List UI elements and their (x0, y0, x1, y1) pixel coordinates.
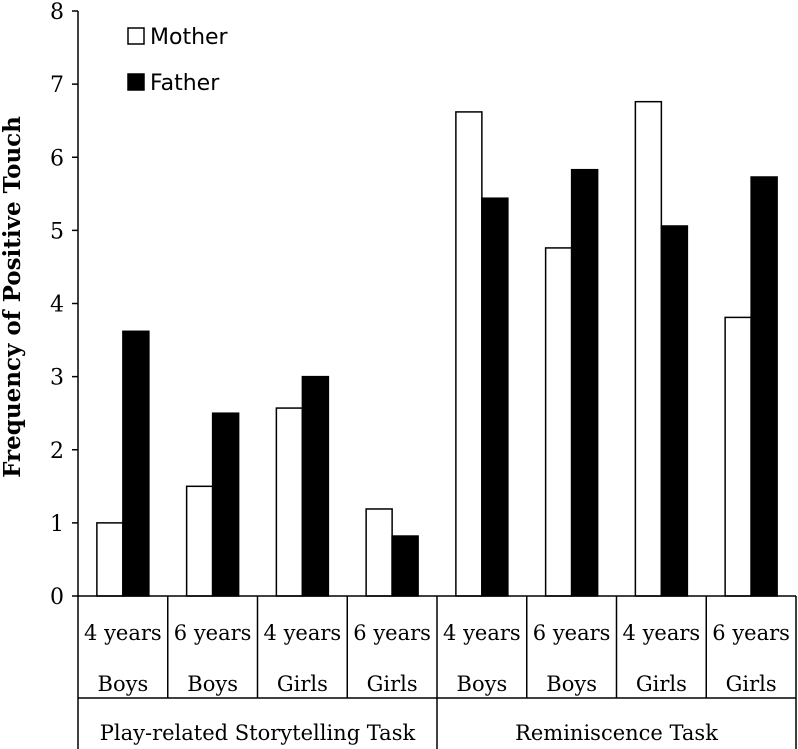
y-tick-label: 3 (50, 366, 64, 391)
bar-father (391, 535, 419, 597)
y-tick-label: 0 (50, 585, 64, 610)
y-tick-label: 2 (50, 439, 64, 464)
bar-father (211, 412, 240, 597)
bar-mother (185, 485, 214, 597)
y-tick-label: 6 (50, 146, 64, 171)
bar-father (301, 375, 330, 597)
category-age-label: 6 years (174, 621, 252, 645)
category-gender-label: Girls (726, 672, 777, 696)
category-age-label: 4 years (84, 621, 162, 645)
bar-father (570, 168, 599, 597)
bar-father (750, 176, 778, 597)
bar-mother (455, 111, 483, 597)
legend-label: Mother (150, 25, 229, 50)
bar-father (122, 330, 150, 597)
category-gender-label: Girls (636, 672, 687, 696)
category-gender-label: Boys (546, 672, 597, 696)
category-table: 4 years Boys 6 years Boys 4 years Girls 6 year… (77, 595, 797, 749)
y-tick-label: 7 (50, 73, 64, 98)
category-gender-label: Boys (98, 672, 149, 696)
y-axis: 0 1 2 3 4 5 6 7 8 (50, 0, 79, 610)
legend-swatch-mother (127, 27, 145, 45)
bar-mother (634, 100, 663, 597)
category-gender-label: Boys (457, 672, 508, 696)
bar-mother (275, 407, 304, 597)
y-tick-label: 5 (50, 219, 64, 244)
y-tick-label: 1 (50, 512, 64, 537)
category-age-label: 4 years (623, 621, 701, 645)
category-age-label: 4 years (443, 621, 521, 645)
y-tick-label: 8 (50, 0, 64, 25)
legend: Mother Father (127, 25, 229, 96)
bars (96, 100, 778, 597)
y-tick-label: 4 (50, 293, 64, 318)
bar-mother (96, 522, 124, 597)
y-axis-title: Frequency of Positive Touch (0, 116, 26, 478)
category-age-label: 6 years (533, 621, 611, 645)
group-label: Reminiscence Task (515, 721, 718, 745)
legend-label: Father (150, 71, 220, 96)
bar-father (481, 197, 509, 597)
category-gender-label: Girls (277, 672, 328, 696)
category-gender-label: Girls (367, 672, 418, 696)
category-gender-label: Boys (187, 672, 238, 696)
category-age-label: 6 years (712, 621, 790, 645)
legend-swatch-father (127, 73, 145, 91)
category-age-label: 4 years (264, 621, 342, 645)
bar-mother (544, 247, 573, 597)
category-age-label: 6 years (353, 621, 431, 645)
group-label: Play-related Storytelling Task (100, 721, 416, 745)
bar-mother (724, 316, 752, 597)
bar-father (660, 225, 689, 597)
bar-mother (365, 508, 393, 597)
